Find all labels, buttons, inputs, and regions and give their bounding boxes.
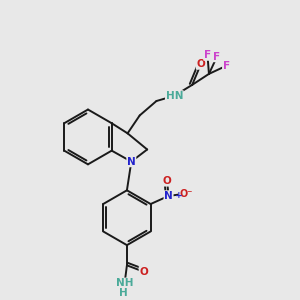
- Text: +: +: [175, 191, 182, 200]
- Text: O: O: [139, 267, 148, 277]
- Text: O: O: [196, 59, 205, 69]
- Text: F: F: [223, 61, 230, 71]
- Text: H: H: [119, 288, 128, 298]
- Text: HN: HN: [166, 91, 183, 101]
- Text: O: O: [163, 176, 172, 186]
- Text: N: N: [164, 191, 173, 201]
- Text: O⁻: O⁻: [179, 189, 193, 199]
- Text: NH: NH: [116, 278, 134, 288]
- Text: F: F: [214, 52, 220, 61]
- Text: F: F: [204, 50, 211, 60]
- Text: N: N: [127, 157, 136, 166]
